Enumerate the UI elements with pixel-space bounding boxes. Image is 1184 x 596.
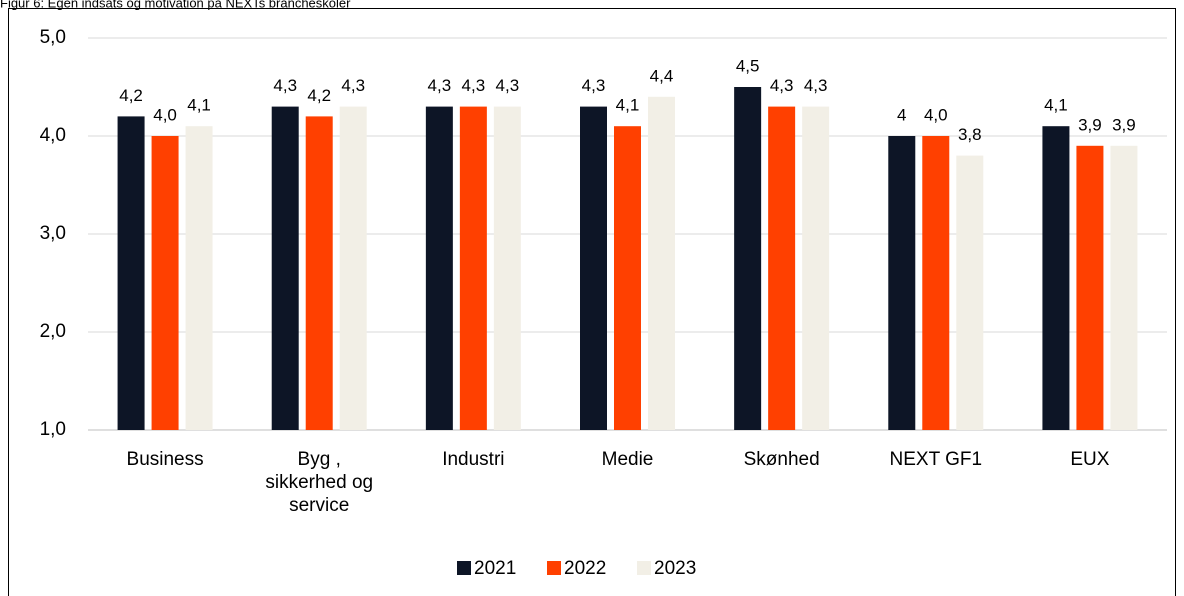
- value-label: 4,3: [428, 76, 452, 95]
- y-tick-label: 2,0: [40, 321, 66, 342]
- value-label: 3,9: [1112, 115, 1136, 134]
- value-label: 4,1: [616, 96, 640, 115]
- value-label: 4,1: [187, 96, 211, 115]
- bar: [956, 155, 984, 430]
- value-label: 4,2: [119, 86, 143, 105]
- legend-swatch: [637, 561, 651, 575]
- y-tick-label: 1,0: [40, 419, 66, 440]
- bar: [305, 116, 333, 431]
- bar: [614, 126, 641, 430]
- value-label: 4,3: [462, 76, 486, 95]
- bar: [339, 106, 367, 430]
- bar: [151, 136, 179, 430]
- legend-label: 2021: [474, 558, 516, 579]
- bar: [493, 106, 521, 430]
- value-label: 4,3: [273, 76, 297, 95]
- x-tick-label: Medie: [602, 449, 654, 470]
- bar: [185, 126, 213, 430]
- bar: [459, 106, 487, 430]
- bar: [648, 96, 675, 431]
- value-label: 4,3: [341, 76, 365, 95]
- value-label: 4,2: [307, 86, 331, 105]
- bar: [271, 106, 299, 430]
- legend-label: 2022: [564, 558, 606, 579]
- value-label: 4,0: [924, 105, 948, 124]
- value-label: 4,3: [582, 76, 606, 95]
- bar: [117, 116, 145, 431]
- x-tick-label: Industri: [442, 449, 504, 470]
- x-tick-label: Byg , sikkerhed og service: [265, 449, 373, 516]
- legend-swatch: [457, 561, 471, 575]
- bar: [802, 106, 830, 430]
- value-label: 4: [897, 105, 906, 124]
- value-label: 3,8: [958, 125, 982, 144]
- bar: [734, 87, 762, 430]
- y-tick-label: 4,0: [40, 125, 66, 146]
- value-label: 4,3: [804, 76, 828, 95]
- value-label: 4,5: [736, 56, 760, 75]
- bar: [1110, 145, 1138, 431]
- x-tick-label: NEXT GF1: [890, 449, 983, 470]
- value-label: 3,9: [1078, 115, 1102, 134]
- y-tick-label: 3,0: [40, 223, 66, 244]
- legend-label: 2023: [654, 558, 696, 579]
- value-label: 4,3: [770, 76, 794, 95]
- bar: [768, 106, 796, 430]
- bar: [1042, 126, 1070, 430]
- bar: [888, 136, 916, 430]
- bar: [1076, 145, 1104, 431]
- x-tick-label: EUX: [1070, 449, 1109, 470]
- legend-swatch: [547, 561, 561, 575]
- chart-title: Figur 6: Egen indsats og motivation på N…: [0, 0, 351, 10]
- y-tick-label: 5,0: [40, 27, 66, 48]
- value-label: 4,0: [153, 105, 177, 124]
- bar: [425, 106, 453, 430]
- bar: [580, 106, 607, 430]
- value-label: 4,1: [1044, 96, 1068, 115]
- bar: [922, 136, 950, 430]
- x-tick-label: Business: [127, 449, 204, 470]
- value-label: 4,4: [650, 66, 674, 85]
- value-label: 4,3: [496, 76, 520, 95]
- x-tick-label: Skønhed: [744, 449, 820, 470]
